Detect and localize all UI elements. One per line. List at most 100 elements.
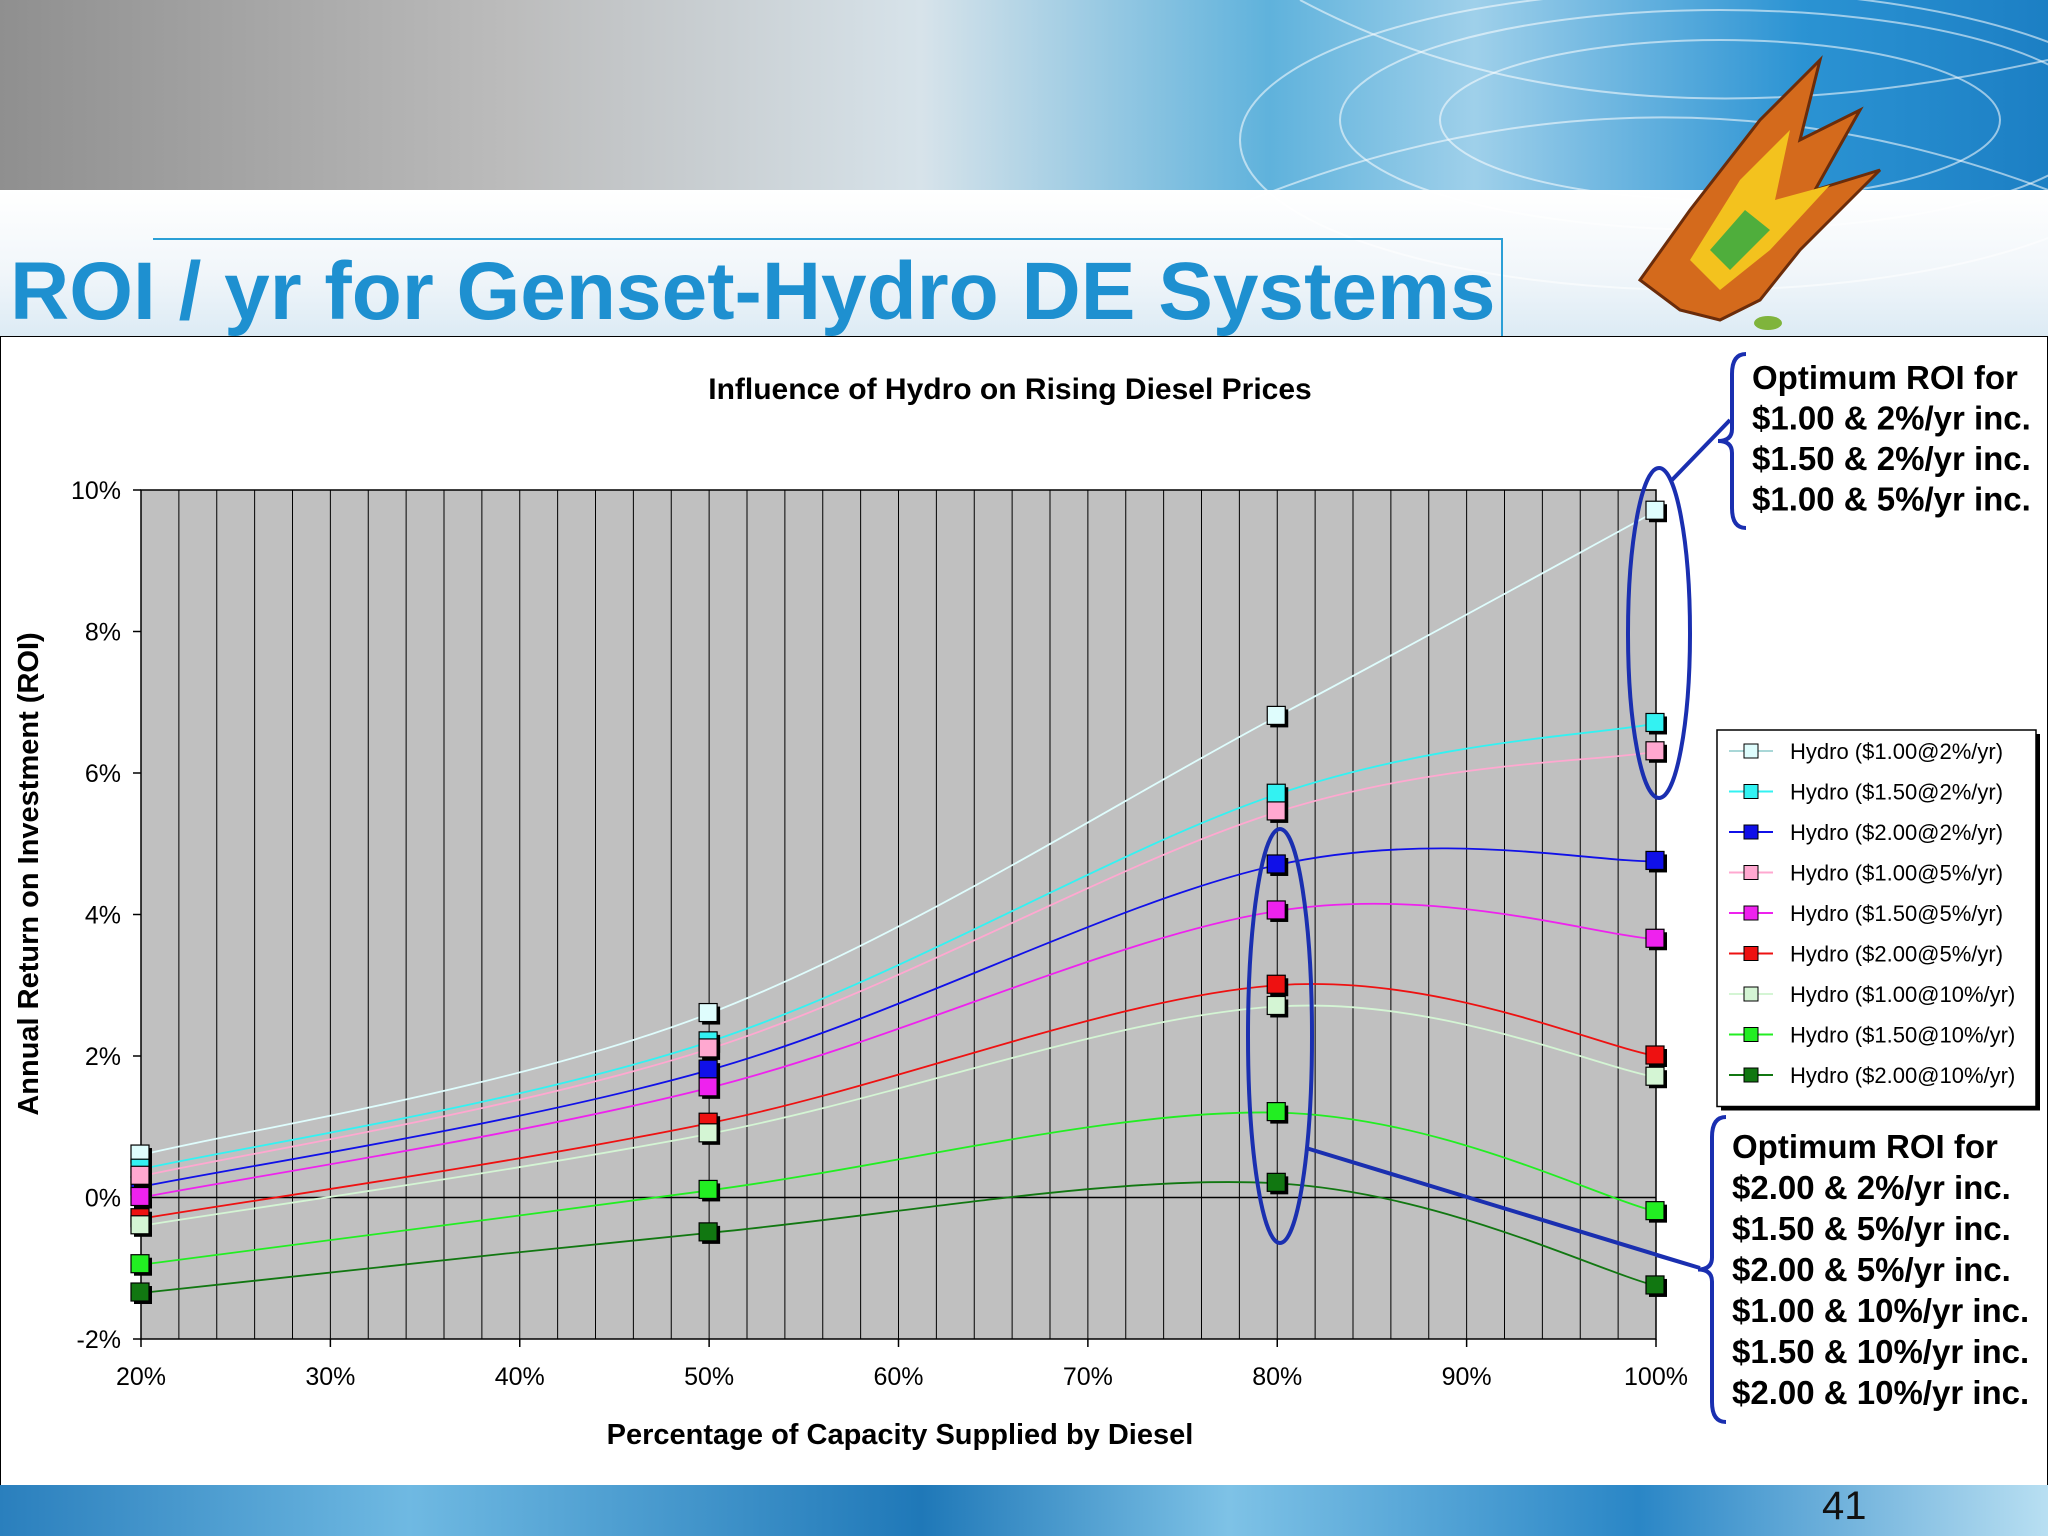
callout-line: $2.00 & 10%/yr inc. — [1732, 1374, 2029, 1411]
data-marker — [1266, 1101, 1286, 1122]
data-marker — [698, 1077, 718, 1097]
legend-marker — [1743, 865, 1759, 880]
series-line — [140, 1111, 1657, 1266]
footer-banner — [0, 1485, 2048, 1536]
legend-marker — [1743, 824, 1759, 840]
y-tick-label: 6% — [85, 760, 121, 788]
legend-label: Hydro ($1.50@10%/yr) — [1790, 1023, 2015, 1048]
series-line — [140, 1004, 1657, 1227]
data-marker — [1645, 712, 1665, 733]
legend: Hydro ($1.00@2%/yr) Hydro ($1.50@2%/yr) Hy… — [1716, 729, 2040, 1111]
legend-label: Hydro ($2.00@5%/yr) — [1790, 942, 2003, 967]
data-marker — [1266, 783, 1286, 803]
y-tick-label: 2% — [85, 1043, 121, 1071]
series-line — [140, 847, 1657, 1188]
callout-line: $1.00 & 2%/yr inc. — [1752, 400, 2031, 437]
legend-label: Hydro ($1.00@5%/yr) — [1790, 861, 2003, 886]
x-tick-label: 90% — [1442, 1363, 1492, 1391]
legend-label: Hydro ($1.00@2%/yr) — [1790, 739, 2003, 764]
legend-label: Hydro ($2.00@2%/yr) — [1790, 820, 2003, 845]
legend-label: Hydro ($1.00@10%/yr) — [1790, 982, 2015, 1007]
legend-marker — [1743, 946, 1759, 961]
legend-label: Hydro ($1.50@5%/yr) — [1790, 901, 2003, 926]
legend-marker — [1743, 1027, 1759, 1042]
data-marker — [130, 1254, 150, 1274]
data-marker — [130, 1165, 150, 1185]
data-marker — [698, 1059, 718, 1079]
x-tick-label: 50% — [684, 1363, 734, 1391]
data-marker — [698, 1222, 718, 1242]
data-marker — [1266, 995, 1286, 1016]
data-marker — [1645, 500, 1665, 520]
slide-title: ROI / yr for Genset-Hydro DE Systems — [10, 246, 1496, 337]
legend-marker — [1743, 743, 1759, 759]
x-tick-label: 80% — [1252, 1363, 1302, 1391]
data-marker — [698, 1038, 718, 1058]
highlight-ellipse-bottom — [1246, 827, 1314, 1245]
data-marker — [1645, 850, 1665, 871]
data-marker — [1266, 854, 1286, 874]
x-tick-label: 20% — [116, 1363, 166, 1391]
callout-bottom: Optimum ROI for $2.00 & 2%/yr inc. $1.50 &… — [1697, 1115, 2029, 1424]
series-line — [140, 902, 1657, 1199]
legend-marker — [1743, 1067, 1759, 1083]
callout-top: Optimum ROI for $1.00 & 2%/yr inc.$1.50 &… — [1717, 352, 2031, 530]
data-marker — [1645, 1045, 1665, 1065]
series-line — [140, 510, 1657, 1156]
callout-line: Optimum ROI for — [1752, 359, 2018, 396]
header-banner — [0, 0, 2048, 340]
callout-line: $1.50 & 10%/yr inc. — [1732, 1333, 2029, 1370]
callout-line: $2.00 & 2%/yr inc. — [1732, 1169, 2011, 1206]
data-marker — [130, 1215, 150, 1235]
series-line — [140, 983, 1657, 1220]
legend-marker — [1743, 986, 1759, 1002]
callout-line: $2.00 & 5%/yr inc. — [1732, 1251, 2011, 1288]
x-tick-label: 100% — [1624, 1363, 1688, 1391]
x-tick-label: 70% — [1063, 1363, 1113, 1391]
data-marker — [1266, 801, 1286, 821]
x-tick-label: 60% — [873, 1363, 923, 1391]
data-marker — [1645, 1066, 1665, 1086]
data-marker — [1266, 705, 1286, 726]
highlight-ellipse-top — [1626, 466, 1692, 800]
connector-top — [1670, 418, 1732, 482]
data-marker — [130, 1282, 150, 1302]
title-accent-frame — [153, 238, 1503, 340]
data-marker — [698, 1123, 718, 1143]
series-line — [140, 722, 1657, 1171]
callout-line: $1.50 & 2%/yr inc. — [1752, 440, 2031, 477]
y-tick-label: 10% — [71, 477, 121, 505]
callout-brace — [1697, 1115, 1727, 1424]
y-axis-title: Annual Return on Investment (ROI) — [13, 632, 45, 1115]
series-line — [140, 1181, 1657, 1294]
y-tick-label: 4% — [85, 902, 121, 930]
series-markers — [130, 500, 1667, 1305]
legend-label: Hydro ($1.50@2%/yr) — [1790, 780, 2003, 805]
data-marker — [130, 1186, 150, 1207]
data-marker — [698, 1179, 718, 1200]
callout-line: $1.00 & 5%/yr inc. — [1752, 481, 2031, 518]
data-marker — [698, 1002, 718, 1023]
y-tick-label: 8% — [85, 619, 121, 647]
data-marker — [1645, 1201, 1665, 1221]
data-marker — [1266, 1172, 1286, 1192]
x-axis-title: Percentage of Capacity Supplied by Diese… — [607, 1419, 1194, 1451]
legend-label: Hydro ($2.00@10%/yr) — [1790, 1063, 2015, 1088]
data-marker — [1266, 974, 1286, 994]
data-marker — [1645, 1275, 1665, 1295]
callout-line: $1.00 & 10%/yr inc. — [1732, 1292, 2029, 1329]
y-tick-label: -2% — [77, 1326, 121, 1354]
chart-title: Influence of Hydro on Rising Diesel Pric… — [708, 373, 1311, 406]
legend-marker — [1743, 905, 1759, 921]
series-line — [140, 750, 1657, 1178]
data-marker — [1645, 741, 1665, 761]
swirl-logo — [1637, 55, 1882, 330]
legend-marker — [1743, 784, 1759, 799]
data-marker — [1266, 900, 1286, 920]
x-tick-label: 40% — [495, 1363, 545, 1391]
data-marker — [1645, 928, 1665, 948]
y-tick-label: 0% — [85, 1185, 121, 1213]
banner-decoration — [1239, 0, 2048, 330]
callout-line: $1.50 & 5%/yr inc. — [1732, 1210, 2011, 1247]
callout-brace — [1717, 352, 1747, 530]
